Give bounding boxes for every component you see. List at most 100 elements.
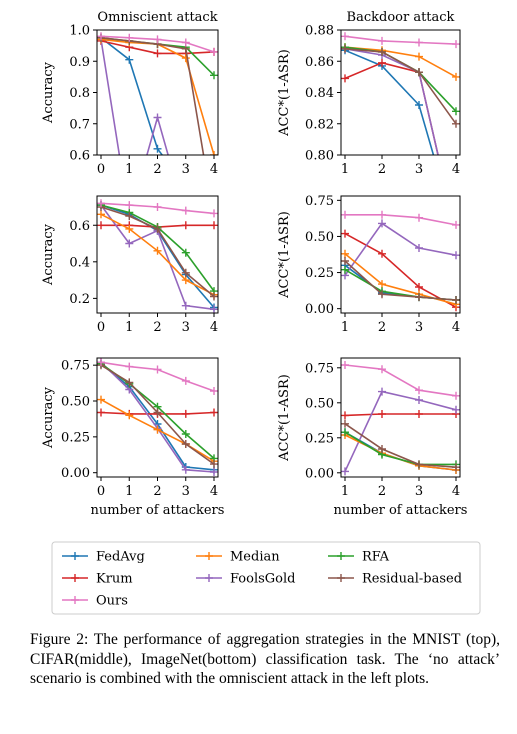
point-median [210, 151, 218, 155]
point-residual-based [125, 212, 134, 221]
series-line-residual-based [344, 48, 457, 125]
point-krum [341, 229, 349, 238]
y-tick-label: 0.6 [69, 219, 90, 234]
point-ours [378, 36, 386, 45]
point-residual-based [415, 293, 423, 302]
y-tick-label: 0.75 [305, 361, 334, 376]
legend-item-foolsgold: FoolsGold [196, 572, 295, 587]
series-group [97, 358, 218, 476]
series-line-krum [344, 413, 456, 417]
point-median [97, 395, 105, 404]
x-tick-label: 1 [341, 320, 349, 335]
y-tick-label: 1.0 [69, 24, 90, 39]
series-line-residual-based [100, 37, 205, 155]
point-foolsgold [182, 214, 190, 222]
figure-caption: Figure 2: The performance of aggregation… [30, 631, 500, 687]
y-tick-label: 0.25 [305, 266, 334, 281]
series-line-foolsgold [344, 48, 439, 155]
series-line-fedavg [344, 49, 435, 155]
x-tick-label: 3 [415, 320, 423, 335]
point-krum [97, 408, 105, 417]
point-median [415, 52, 423, 61]
legend-marker [205, 552, 213, 560]
point-ours [181, 206, 190, 215]
y-tick-label: 0.25 [305, 431, 334, 446]
point-foolsgold [452, 229, 460, 237]
point-ours [415, 38, 423, 47]
x-tick-label: 1 [125, 484, 133, 499]
legend-label: Median [230, 550, 280, 565]
point-residual-based [452, 119, 460, 128]
point-ours [210, 387, 218, 395]
x-tick-label: 3 [415, 484, 423, 499]
legend-frame [51, 541, 481, 615]
legend-item-rfa: RFA [328, 550, 390, 565]
series-line-residual-based [344, 260, 457, 301]
point-residual-based [415, 460, 423, 469]
x-axis-label: number of attackers [91, 503, 225, 518]
point-residual-based [210, 460, 218, 469]
point-foolsgold [415, 396, 423, 404]
point-ours [378, 210, 386, 219]
point-residual-based [341, 44, 349, 53]
point-ours [415, 386, 423, 395]
legend-marker [71, 596, 79, 604]
x-tick-label: 3 [415, 162, 423, 177]
y-tick-label: 0.88 [305, 24, 334, 39]
point-krum [181, 409, 190, 418]
point-ours [341, 210, 349, 219]
point-krum [415, 410, 423, 418]
point-foolsgold [153, 113, 162, 122]
point-ours [415, 213, 423, 222]
x-tick-label: 4 [210, 484, 218, 499]
legend-marker [337, 552, 345, 560]
y-tick-label: 0.50 [61, 395, 90, 410]
x-tick-label: 2 [378, 484, 386, 499]
y-tick-label: 0.80 [305, 149, 334, 164]
x-tick-label: 3 [182, 162, 190, 177]
point-residual-based [378, 290, 386, 299]
point-residual-based [341, 419, 349, 428]
legend-label: RFA [362, 550, 390, 565]
x-tick-label: 1 [341, 484, 349, 499]
y-axis-label: ACC*(1-ASR) [277, 211, 292, 299]
x-tick-label: 4 [452, 320, 460, 335]
legend-marker [71, 552, 79, 560]
y-tick-label: 0.9 [69, 55, 90, 70]
point-foolsgold [341, 467, 349, 476]
panel-2: 1 2 3 4 0.80 0.82 0.84 0.86 0.88 ACC*(1-ASR) Backd… [277, 10, 461, 237]
point-rfa [452, 107, 460, 116]
series-line-residual-based [344, 423, 457, 468]
point-krum [341, 411, 349, 420]
x-tick-label: 4 [452, 484, 460, 499]
series-line-ours [345, 214, 457, 226]
x-tick-label: 1 [125, 320, 133, 335]
y-tick-label: 0.82 [305, 117, 334, 132]
point-ours [452, 391, 460, 400]
point-rfa [181, 248, 190, 257]
legend-label: Krum [96, 572, 133, 587]
series-line-ours [344, 35, 457, 45]
point-residual-based [452, 296, 460, 304]
point-ours [97, 358, 105, 367]
point-ours [210, 209, 218, 218]
point-foolsgold [452, 251, 460, 260]
point-ours [210, 47, 218, 56]
point-ours [153, 203, 162, 211]
x-tick-label: 2 [153, 320, 161, 335]
point-median [97, 210, 105, 219]
point-krum [378, 58, 386, 67]
point-rfa [341, 265, 349, 274]
y-tick-label: 0.75 [61, 359, 90, 374]
point-ours [125, 33, 134, 42]
legend-marker [71, 574, 79, 582]
point-residual-based [452, 463, 460, 472]
x-tick-label: 3 [182, 484, 190, 499]
point-foolsgold [378, 387, 386, 396]
series-line-foolsgold [344, 390, 457, 472]
point-residual-based [415, 68, 423, 77]
x-tick-label: 4 [210, 162, 218, 177]
legend: FedAvg Median RFA Krum FoolsGold Residual-bas… [51, 541, 481, 615]
x-tick-label: 2 [153, 162, 161, 177]
point-fedavg [125, 55, 134, 64]
